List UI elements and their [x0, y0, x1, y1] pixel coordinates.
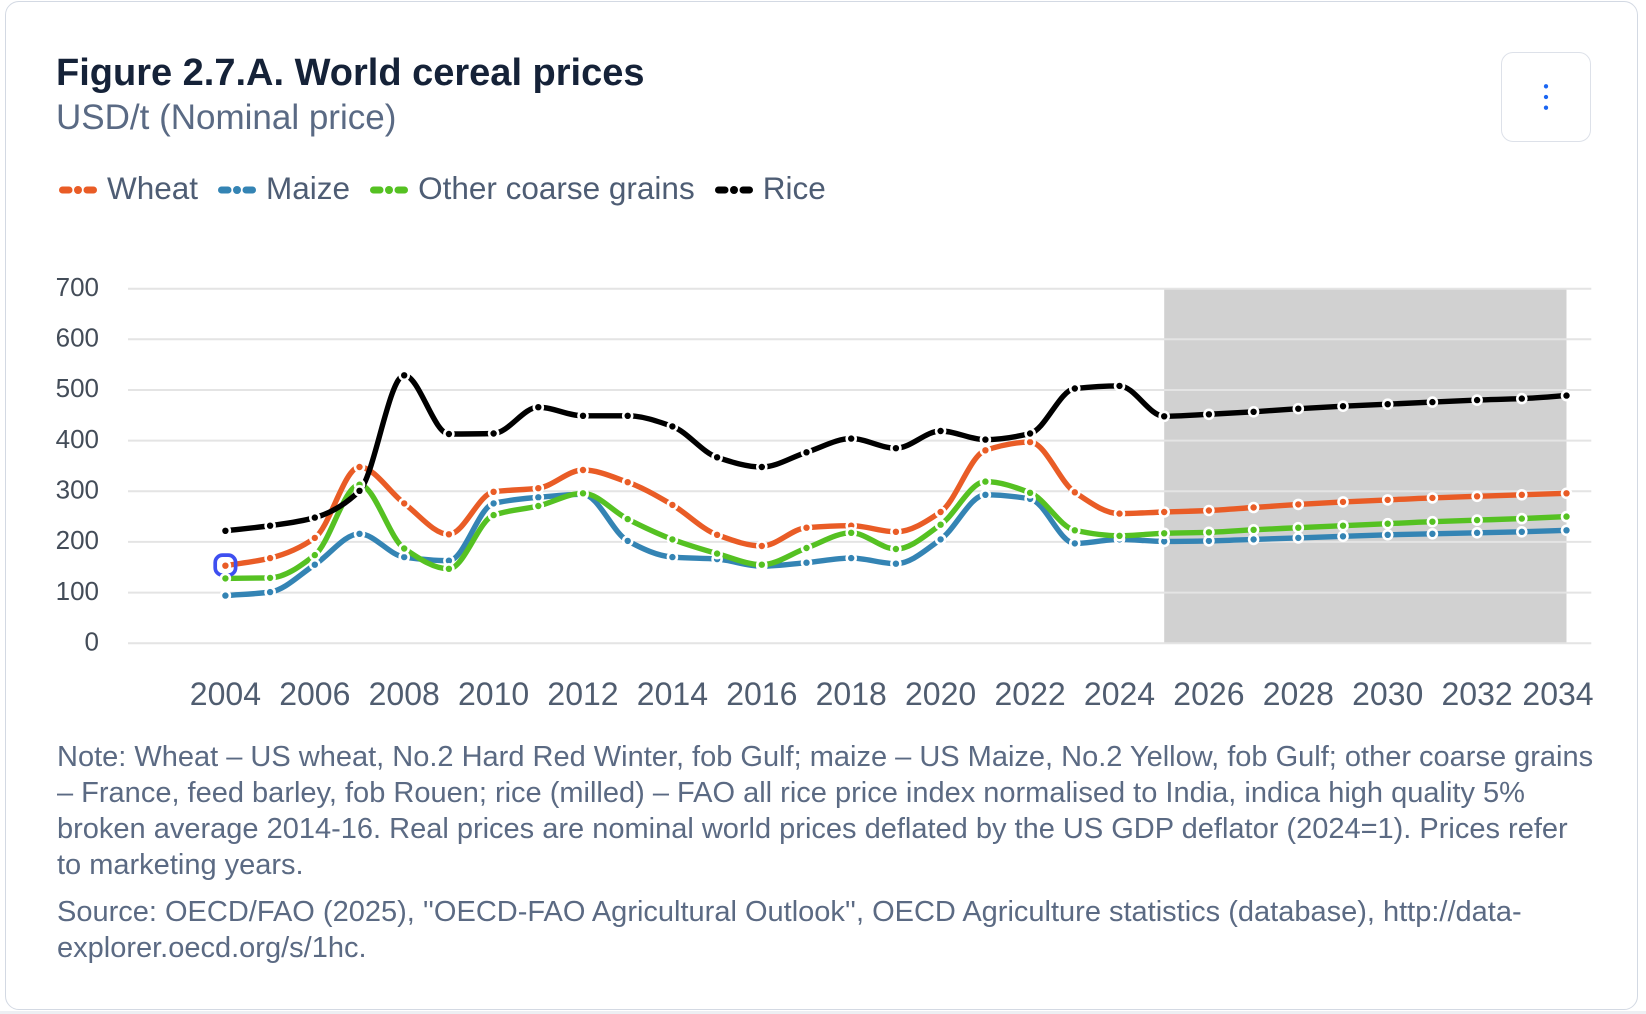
- svg-text:700: 700: [56, 272, 99, 302]
- svg-text:500: 500: [56, 373, 99, 403]
- svg-text:300: 300: [56, 475, 99, 505]
- svg-text:0: 0: [85, 626, 99, 656]
- svg-text:2034: 2034: [1522, 676, 1593, 712]
- svg-text:2008: 2008: [369, 676, 440, 712]
- svg-text:2032: 2032: [1442, 676, 1513, 712]
- svg-text:2016: 2016: [726, 676, 797, 712]
- svg-text:2010: 2010: [458, 676, 529, 712]
- svg-text:2004: 2004: [190, 676, 261, 712]
- svg-text:400: 400: [56, 424, 99, 454]
- svg-text:2014: 2014: [637, 676, 708, 712]
- svg-text:2024: 2024: [1084, 676, 1155, 712]
- svg-text:2030: 2030: [1352, 676, 1423, 712]
- svg-text:200: 200: [56, 525, 99, 555]
- svg-text:2028: 2028: [1263, 676, 1334, 712]
- svg-text:2012: 2012: [547, 676, 618, 712]
- svg-text:2020: 2020: [905, 676, 976, 712]
- svg-text:2018: 2018: [816, 676, 887, 712]
- svg-text:2006: 2006: [279, 676, 350, 712]
- svg-text:600: 600: [56, 323, 99, 353]
- svg-text:2022: 2022: [995, 676, 1066, 712]
- svg-text:100: 100: [56, 576, 99, 606]
- svg-text:2026: 2026: [1173, 676, 1244, 712]
